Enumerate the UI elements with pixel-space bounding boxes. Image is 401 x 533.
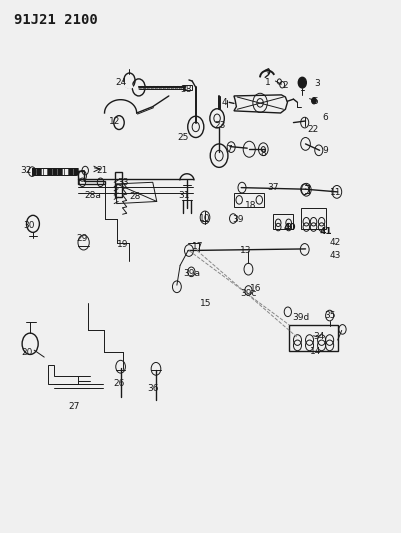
Text: 33: 33 [117, 178, 128, 187]
Text: 29: 29 [77, 235, 88, 243]
Text: 23: 23 [214, 121, 225, 130]
Bar [233, 193, 263, 207]
Text: 22: 22 [307, 125, 318, 134]
Text: 37: 37 [267, 183, 278, 192]
Bar [63, 168, 67, 175]
Text: 91J21 2100: 91J21 2100 [14, 13, 97, 27]
Text: 16: 16 [249, 285, 261, 293]
Text: 5: 5 [312, 97, 318, 106]
Text: 12: 12 [109, 117, 120, 126]
Text: 39: 39 [232, 215, 243, 224]
Text: 27: 27 [69, 402, 80, 410]
Text: 32: 32 [20, 166, 32, 175]
Text: 39d: 39d [292, 313, 308, 321]
Text: 36: 36 [147, 384, 158, 392]
Bar [58, 168, 62, 175]
Bar [301, 208, 326, 229]
Bar [58, 168, 62, 175]
Text: 26: 26 [113, 379, 125, 388]
Text: 3: 3 [314, 79, 320, 88]
Text: 17: 17 [192, 243, 203, 251]
Bar [69, 168, 73, 175]
Bar [53, 168, 57, 175]
Text: 20: 20 [21, 349, 32, 357]
Text: 4: 4 [221, 98, 227, 107]
Text: 21: 21 [97, 166, 108, 174]
Bar [289, 325, 337, 351]
Bar [74, 168, 78, 175]
Circle shape [298, 77, 306, 88]
Text: 38: 38 [180, 85, 191, 94]
Bar [32, 168, 36, 175]
Text: 15: 15 [200, 300, 211, 308]
Text: 41: 41 [318, 228, 331, 236]
Text: 11: 11 [329, 189, 340, 197]
Bar [37, 168, 41, 175]
Bar [114, 172, 122, 197]
Text: 43: 43 [329, 252, 340, 260]
Text: 10: 10 [199, 214, 210, 223]
Text: 34: 34 [312, 333, 324, 341]
Bar [32, 168, 36, 175]
Text: 28: 28 [129, 192, 140, 200]
Text: 24: 24 [115, 78, 126, 87]
Bar [74, 168, 78, 175]
Bar [48, 168, 52, 175]
Text: 35: 35 [323, 311, 334, 320]
Bar [182, 85, 191, 90]
Text: 42: 42 [329, 238, 340, 247]
Text: 39a: 39a [182, 270, 199, 278]
Text: 28a: 28a [84, 191, 101, 200]
Text: 25: 25 [177, 133, 188, 142]
Text: 39c: 39c [239, 289, 256, 297]
Text: 9: 9 [322, 146, 328, 155]
Bar [37, 168, 41, 175]
Text: 1: 1 [264, 78, 269, 87]
Text: 40: 40 [282, 223, 295, 231]
Text: 8: 8 [260, 149, 265, 158]
Text: 18: 18 [245, 201, 256, 210]
Text: 6: 6 [322, 113, 328, 122]
Text: 7: 7 [226, 145, 231, 154]
Text: 14: 14 [309, 348, 320, 356]
Bar [53, 168, 57, 175]
Text: 2: 2 [282, 81, 288, 90]
Bar [43, 168, 47, 175]
Text: 13: 13 [240, 246, 251, 255]
Text: 30: 30 [24, 221, 35, 230]
Text: 31: 31 [178, 191, 189, 200]
Bar [69, 168, 73, 175]
Wedge shape [124, 80, 132, 88]
Bar [273, 214, 292, 229]
Circle shape [311, 98, 316, 104]
Bar [48, 168, 52, 175]
Text: 19: 19 [117, 240, 128, 249]
